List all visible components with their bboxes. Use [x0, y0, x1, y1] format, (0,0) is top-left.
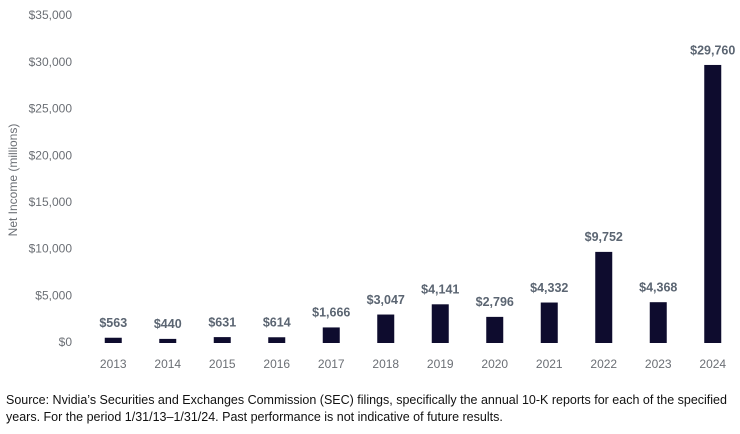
value-label: $2,796: [476, 295, 514, 309]
bar: [431, 304, 449, 343]
value-label: $4,141: [421, 283, 459, 297]
x-tick-label: 2013: [100, 357, 127, 371]
y-tick-label: $20,000: [29, 148, 73, 162]
value-label: $3,047: [367, 293, 405, 307]
x-tick-label: 2023: [645, 357, 672, 371]
y-tick-label: $0: [59, 335, 73, 349]
value-label: $29,760: [690, 43, 735, 57]
x-tick-label: 2016: [263, 357, 290, 371]
source-note: Source: Nvidia’s Securities and Exchange…: [6, 393, 727, 424]
bar: [268, 337, 286, 343]
x-tick-label: 2024: [699, 357, 726, 371]
bar: [540, 302, 558, 343]
x-tick-label: 2014: [154, 357, 181, 371]
x-tick-label: 2015: [209, 357, 236, 371]
value-label: $4,332: [530, 281, 568, 295]
value-label: $9,752: [585, 230, 623, 244]
x-tick-label: 2017: [318, 357, 345, 371]
bar: [649, 302, 667, 343]
y-tick-label: $15,000: [29, 195, 73, 209]
value-label: $563: [99, 316, 127, 330]
x-tick-label: 2020: [481, 357, 508, 371]
value-label: $614: [263, 316, 291, 330]
bar: [322, 327, 340, 343]
bar: [104, 337, 122, 343]
bar: [704, 64, 722, 343]
value-label: $440: [154, 317, 182, 331]
y-axis-title: Net Income (millions): [6, 124, 20, 237]
y-tick-label: $5,000: [35, 288, 72, 302]
bar: [377, 314, 395, 343]
y-tick-label: $10,000: [29, 242, 73, 256]
x-tick-label: 2019: [427, 357, 454, 371]
value-label: $4,368: [639, 280, 677, 294]
bar: [595, 251, 613, 343]
x-tick-label: 2018: [372, 357, 399, 371]
y-tick-label: $30,000: [29, 55, 73, 69]
x-tick-label: 2021: [536, 357, 563, 371]
value-label: $631: [208, 315, 236, 329]
y-tick-label: $35,000: [29, 8, 73, 22]
x-tick-label: 2022: [590, 357, 617, 371]
chart: Net Income (millions) $0 $5,000 $10,000 $15…: [6, 8, 735, 371]
bar: [486, 316, 504, 343]
y-tick-label: $25,000: [29, 102, 73, 116]
bar: [213, 337, 231, 343]
value-label: $1,666: [312, 306, 350, 320]
bar: [159, 338, 177, 343]
